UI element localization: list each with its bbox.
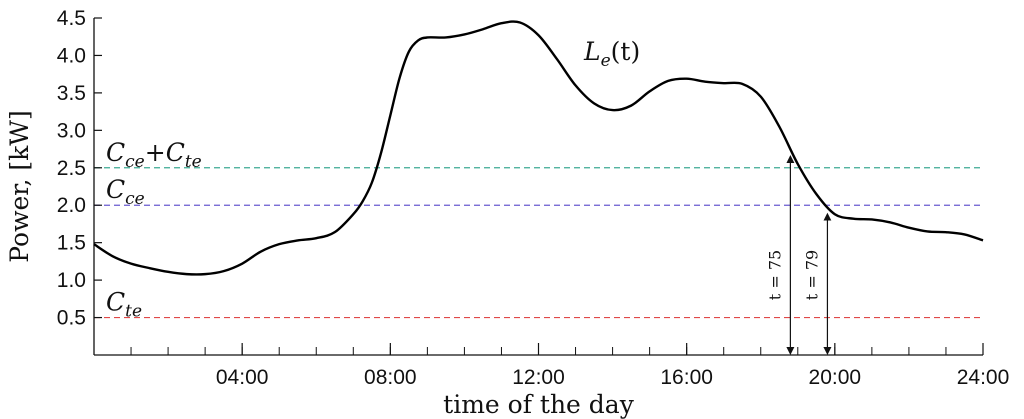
series-label-suffix: (t) [611, 37, 641, 66]
y-tick-label: 2.5 [57, 157, 86, 180]
x-tick-label: 04:00 [216, 366, 269, 389]
x-tick-label: 08:00 [364, 366, 417, 389]
x-ticks: 04:00 08:00 12:00 16:00 20:00 24:00 [93, 343, 1010, 389]
annotations: t = 75 t = 79 [765, 155, 832, 355]
series-label-subscript: e [601, 51, 611, 71]
threshold-label: Cce​ [106, 175, 145, 209]
axes [93, 18, 983, 356]
threshold-label-base: C [166, 138, 185, 167]
threshold-lines: Cce​+Cte​Cce​ Cte​ [94, 138, 983, 322]
threshold-label-base: C [106, 138, 125, 167]
threshold-label-subscript: ce [125, 152, 145, 172]
threshold-label-base: C [106, 288, 125, 317]
annotation-label: t = 75 [765, 250, 784, 300]
annotation-label: t = 79 [802, 250, 821, 300]
y-tick-label: 4.5 [57, 7, 86, 30]
series-label-base: L [583, 37, 601, 66]
y-tick-label: 0.5 [57, 307, 86, 330]
threshold-label-subscript: te [125, 302, 142, 322]
x-tick-label: 16:00 [660, 366, 713, 389]
threshold-label-subscript: ce [125, 189, 145, 209]
y-tick-label: 3.0 [57, 119, 86, 142]
y-tick-label: 1.0 [57, 269, 86, 292]
y-tick-label: 4.0 [57, 44, 86, 67]
y-tick-label: 1.5 [57, 232, 86, 255]
y-axis-title: Power, [kW] [5, 110, 34, 263]
y-ticks: 0.5 1.0 1.5 2.0 2.5 3.0 3.5 4.0 4.5 [57, 7, 102, 330]
threshold-label: Cce​+Cte​ [106, 138, 202, 172]
series-label: Le(t) [583, 37, 640, 71]
series-line-load [93, 20, 984, 276]
series: Le(t) [93, 20, 984, 276]
x-tick-label: 12:00 [512, 366, 565, 389]
threshold-label: Cte​ [106, 288, 142, 322]
threshold-label-base: C [106, 175, 125, 204]
x-tick-label: 24:00 [957, 366, 1010, 389]
x-tick-label: 20:00 [809, 366, 862, 389]
y-tick-label: 2.0 [57, 194, 86, 217]
threshold-label-operator: + [145, 138, 166, 167]
threshold-label-subscript: te [185, 152, 202, 172]
y-tick-label: 3.5 [57, 82, 86, 105]
x-axis-title: time of the day [443, 390, 635, 419]
